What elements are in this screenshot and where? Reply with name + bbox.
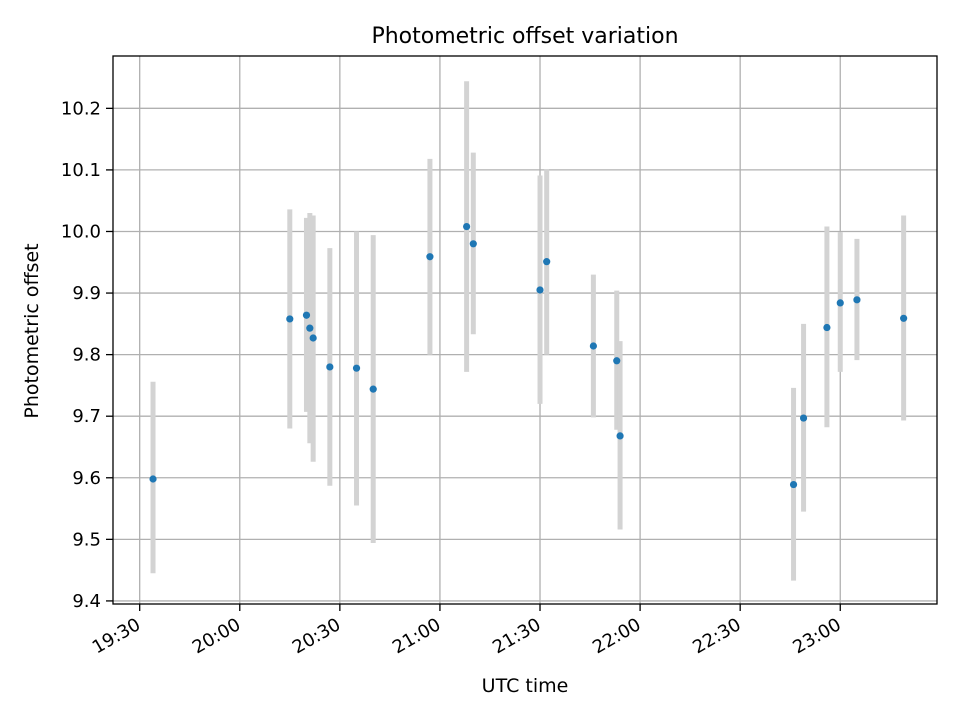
data-point [302,311,311,319]
data-point [900,314,908,322]
y-tick-label: 9.4 [72,591,101,612]
data-point [463,222,471,231]
data-points [149,222,908,489]
y-tick-label: 10.2 [61,98,101,119]
x-axis-label: UTC time [482,675,569,697]
data-point [616,432,624,440]
plot-area-frame [112,55,938,605]
y-tick-label: 9.8 [72,345,101,366]
y-tick-label: 9.6 [72,468,101,489]
data-point [149,475,157,483]
data-point [326,363,334,371]
data-point [836,299,844,307]
data-point [469,240,477,248]
data-point [543,258,551,266]
data-point [823,323,831,332]
data-point [799,414,808,422]
y-tick-label: 10.1 [61,160,101,181]
y-tick-label: 10.0 [61,221,101,242]
data-point [613,357,621,365]
y-tick-label: 9.5 [72,529,101,550]
y-axis-label: Photometric offset [21,243,43,418]
data-point [352,364,361,372]
y-axis-ticks: 9.4 9.5 9.6 9.7 9.8 9.9 10.0 10.1 10.2 [61,98,113,612]
data-point [536,286,544,294]
data-point [286,315,294,323]
grid-lines [113,56,937,604]
data-point [853,296,861,304]
data-point [426,253,434,261]
data-point [789,480,798,489]
data-point [306,324,314,332]
data-point [309,334,317,342]
chart-title: Photometric offset variation [371,24,678,49]
y-tick-label: 9.7 [72,406,101,427]
data-point [369,385,377,393]
data-point [589,342,597,350]
y-tick-label: 9.9 [72,283,101,304]
